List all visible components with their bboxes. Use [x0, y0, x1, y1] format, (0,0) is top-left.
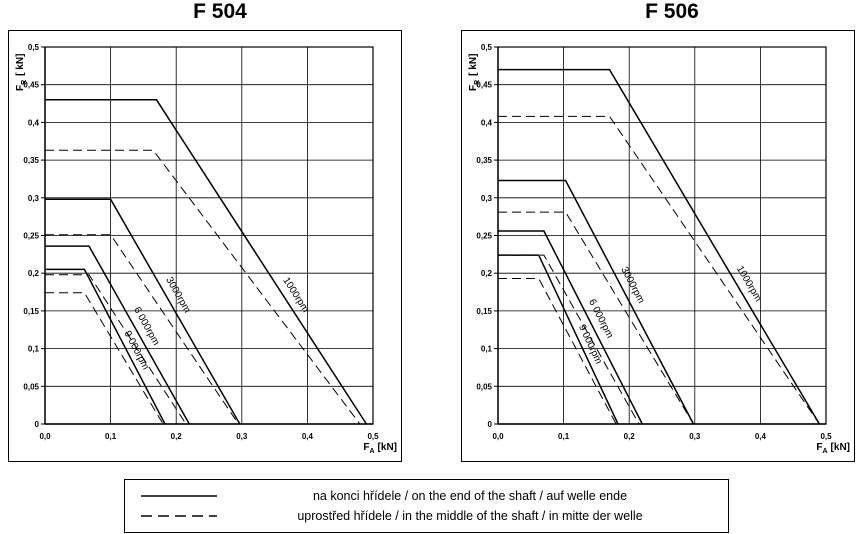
y-tick-label: 0,3 — [481, 194, 493, 203]
y-tick-label: 0,45 — [476, 81, 492, 90]
legend-dashed-label: uprostřed hřídele / in the middle of the… — [297, 509, 643, 523]
curve-3000rpm-solid — [498, 179, 695, 425]
x-tick-label: 0,3 — [236, 432, 248, 441]
y-tick-label: 0,15 — [23, 307, 39, 316]
x-tick-label: 0,0 — [39, 432, 51, 441]
x-tick-label: 0,2 — [171, 432, 183, 441]
x-tick-label: 0,5 — [820, 432, 832, 441]
x-tick-label: 0,0 — [492, 432, 504, 441]
legend-row-dashed: uprostřed hřídele / in the middle of the… — [125, 506, 728, 526]
legend-dashed-line-swatch — [141, 515, 217, 517]
x-tick-label: 0,5 — [367, 432, 379, 441]
y-tick-label: 0,1 — [28, 345, 40, 354]
y-tick-label: 0,35 — [476, 156, 492, 165]
legend-solid-line-swatch — [141, 495, 217, 497]
x-tick-label: 0,4 — [302, 432, 314, 441]
y-tick-label: 0,4 — [481, 118, 493, 127]
plot-area-border — [44, 46, 374, 425]
curve-6000rpm-solid — [45, 245, 190, 425]
curve-9000rpm-solid — [498, 254, 619, 425]
y-tick-label: 0,2 — [481, 269, 493, 278]
curve-9000rpm-solid — [45, 268, 166, 425]
chart-title-f504: F 504 — [193, 0, 247, 23]
y-tick-label: 0 — [35, 420, 40, 429]
curve-3000rpm-dashed — [45, 234, 239, 425]
y-tick-label: 0,15 — [476, 307, 492, 316]
curve-1000rpm-solid — [498, 68, 821, 425]
y-tick-label: 0,25 — [476, 232, 492, 241]
x-axis-label: FA [kN] — [363, 442, 397, 455]
y-axis-label: FR[ kN] — [468, 54, 481, 91]
chart-frame — [461, 30, 855, 462]
x-tick-label: 0,1 — [558, 432, 570, 441]
y-tick-label: 0,5 — [28, 43, 40, 52]
y-tick-label: 0,5 — [481, 43, 493, 52]
y-tick-label: 0,45 — [23, 81, 39, 90]
y-tick-label: 0 — [488, 420, 493, 429]
y-tick-label: 0,35 — [23, 156, 39, 165]
chart-title-f506: F 506 — [645, 0, 699, 23]
chart-f504: 0,0 0,1 0,2 0,3 0,4 0,5 0 0,05 0,1 0,15 0,2 0,25 0,3… — [8, 30, 402, 462]
y-axis-label: FR[ kN] — [15, 54, 28, 91]
curve-6000rpm-dashed — [45, 274, 187, 425]
y-tick-label: 0,25 — [23, 232, 39, 241]
y-tick-label: 0,1 — [481, 345, 493, 354]
x-axis-label: FA [kN] — [816, 442, 850, 455]
x-tick-label: 0,4 — [755, 432, 767, 441]
legend-solid-label: na konci hřídele / on the end of the sha… — [312, 489, 628, 503]
curve-3000rpm-solid — [45, 198, 241, 425]
curve-1000rpm-dashed — [45, 149, 361, 425]
curve-9000rpm-dashed — [45, 292, 164, 425]
y-tick-label: 0,3 — [28, 194, 40, 203]
legend-row-solid: na konci hřídele / on the end of the sha… — [125, 486, 728, 506]
x-tick-label: 0,2 — [624, 432, 636, 441]
y-tick-label: 0,2 — [28, 269, 40, 278]
curve-6000rpm-solid — [498, 230, 643, 425]
y-tick-label: 0,05 — [23, 382, 39, 391]
x-tick-label: 0,1 — [105, 432, 117, 441]
x-tick-label: 0,3 — [689, 432, 701, 441]
legend: na konci hřídele / on the end of the sha… — [124, 479, 729, 533]
curve-3000rpm-dashed — [498, 211, 694, 425]
y-tick-label: 0,05 — [476, 382, 492, 391]
y-tick-label: 0,4 — [28, 118, 40, 127]
plot-area-border — [497, 46, 827, 425]
curve-1000rpm-solid — [45, 99, 368, 425]
chart-f506: 0,0 0,1 0,2 0,3 0,4 0,5 0 0,05 0,1 0,15 0,2 0,25 0,3… — [461, 30, 855, 462]
